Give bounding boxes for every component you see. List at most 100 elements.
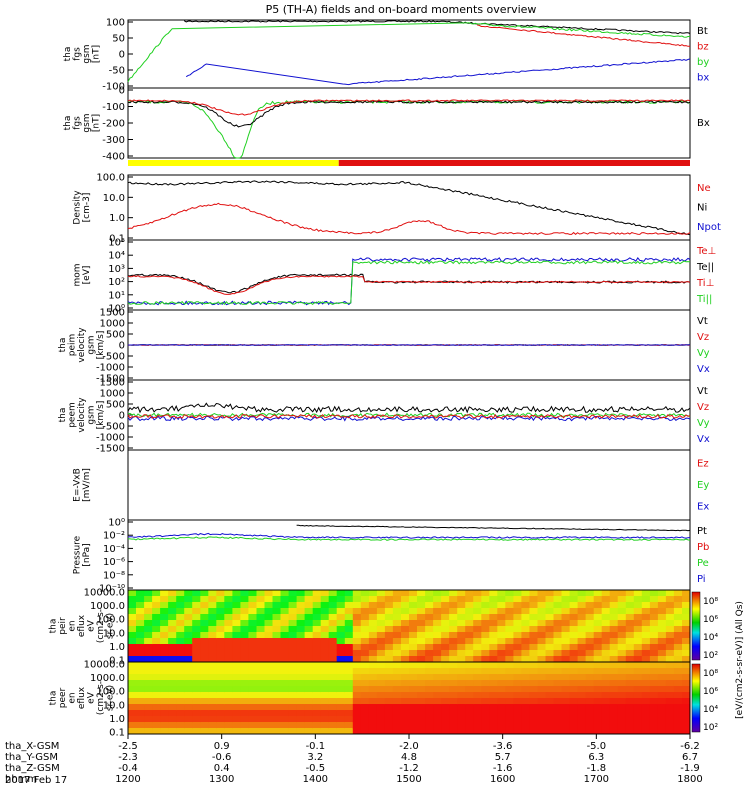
heatmap-cell [577, 722, 587, 729]
heatmap-cell [176, 602, 185, 609]
heatmap-cell [409, 692, 418, 699]
heatmap-cell [553, 722, 562, 729]
heatmap-cell [288, 704, 298, 711]
heatmap-cell [376, 722, 386, 729]
heatmap-cell [272, 632, 281, 639]
heatmap-cell [240, 716, 249, 723]
heatmap-cell [368, 638, 378, 645]
heatmap-cell [296, 662, 306, 669]
heatmap-cell [417, 650, 426, 657]
heatmap-cell [272, 680, 281, 687]
heatmap-cell [192, 632, 201, 639]
heatmap-cell [248, 704, 257, 711]
heatmap-cell [168, 650, 177, 657]
legend-entry: Te⊥ [696, 246, 716, 257]
trace-vz [127, 413, 691, 419]
heatmap-cell [505, 626, 514, 633]
heatmap-cell [569, 728, 579, 735]
heatmap-cell [192, 686, 201, 693]
heatmap-cell [633, 632, 643, 639]
heatmap-cell [641, 674, 651, 681]
heatmap-cell [633, 698, 643, 705]
heatmap-cell [561, 698, 570, 705]
heatmap-cell [657, 644, 667, 651]
heatmap-cell [328, 662, 338, 669]
heatmap-cell [216, 614, 225, 621]
heatmap-cell [433, 596, 442, 603]
heatmap-cell [232, 656, 241, 663]
heatmap-cell [272, 626, 281, 633]
heatmap-cell [200, 686, 209, 693]
heatmap-cell [248, 620, 257, 627]
heatmap-cell [208, 638, 217, 645]
heatmap-cell [248, 722, 257, 729]
heatmap-cell [425, 722, 434, 729]
heatmap-cell [457, 662, 466, 669]
heatmap-cell [200, 668, 209, 675]
heatmap-cell [256, 608, 265, 615]
heatmap-cell [633, 656, 643, 663]
heatmap-cell [272, 590, 281, 597]
heatmap-cell [128, 638, 137, 645]
heatmap-cell [457, 716, 466, 723]
heatmap-cell [176, 686, 185, 693]
heatmap-cell [224, 668, 233, 675]
heatmap-cell [256, 674, 265, 681]
heatmap-cell [392, 656, 402, 663]
heatmap-cell [521, 626, 530, 633]
heatmap-cell [545, 608, 554, 615]
x-axis-value: 1300 [209, 774, 234, 785]
heatmap-cell [649, 650, 659, 657]
heatmap-cell [200, 644, 209, 651]
heatmap-cell [128, 710, 137, 717]
heatmap-cell [481, 620, 490, 627]
heatmap-cell [184, 674, 193, 681]
heatmap-cell [328, 608, 338, 615]
heatmap-cell [224, 722, 233, 729]
heatmap-cell [585, 686, 595, 693]
heatmap-cell [489, 632, 498, 639]
heatmap-cell [682, 632, 691, 639]
heatmap-cell [264, 722, 273, 729]
heatmap-cell [320, 722, 330, 729]
heatmap-cell [160, 590, 169, 597]
heatmap-cell [296, 596, 306, 603]
heatmap-cell [409, 710, 418, 717]
heatmap-cell [473, 596, 482, 603]
heatmap-cell [200, 656, 209, 663]
heatmap-cell [561, 692, 570, 699]
heatmap-cell [360, 626, 370, 633]
heatmap-cell [312, 698, 322, 705]
heatmap-cell [673, 608, 683, 615]
heatmap-cell [360, 686, 370, 693]
heatmap-cell [248, 590, 257, 597]
heatmap-cell [489, 692, 498, 699]
heatmap-cell [144, 680, 153, 687]
heatmap-cell [376, 674, 386, 681]
heatmap-cell [505, 728, 514, 735]
heatmap-cell [593, 668, 603, 675]
heatmap-cell [184, 692, 193, 699]
heatmap-cell [529, 590, 538, 597]
heatmap-cell [425, 590, 434, 597]
heatmap-cell [529, 638, 538, 645]
heatmap-cell [144, 644, 153, 651]
heatmap-cell [352, 638, 362, 645]
heatmap-cell [216, 722, 225, 729]
heatmap-cell [417, 590, 426, 597]
heatmap-cell [288, 632, 298, 639]
heatmap-cell [473, 698, 482, 705]
heatmap-cell [328, 728, 338, 735]
heatmap-cell [425, 710, 434, 717]
heatmap-cell [336, 662, 346, 669]
heatmap-cell [288, 614, 298, 621]
heatmap-cell [232, 662, 241, 669]
heatmap-cell [665, 644, 675, 651]
heatmap-cell [529, 644, 538, 651]
heatmap-cell [441, 650, 450, 657]
heatmap-cell [401, 602, 410, 609]
heatmap-cell [392, 608, 402, 615]
heatmap-cell [368, 716, 378, 723]
heatmap-cell [392, 638, 402, 645]
